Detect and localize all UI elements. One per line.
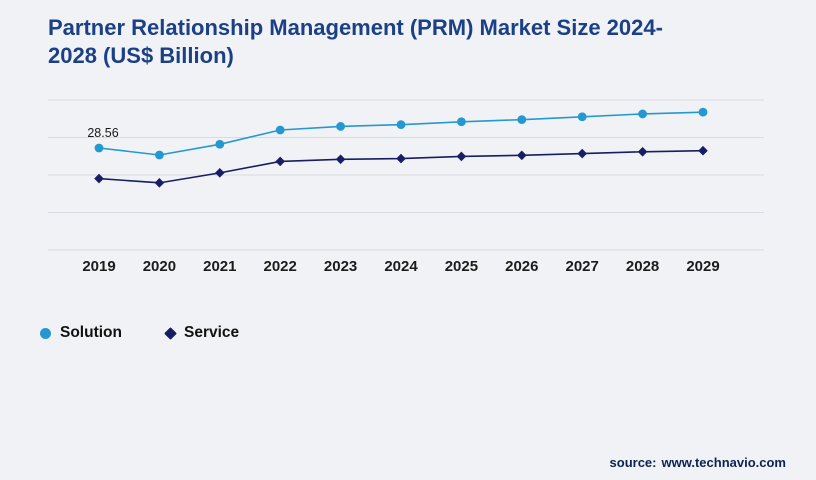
legend-label-service: Service bbox=[184, 324, 240, 341]
solution-data-point bbox=[396, 120, 406, 130]
solution-data-point bbox=[155, 150, 164, 160]
service-series-marker-icon bbox=[164, 326, 177, 340]
source-prefix: source: bbox=[609, 455, 657, 470]
x-axis-label: 2028 bbox=[626, 258, 659, 275]
service-data-point bbox=[577, 148, 587, 159]
x-axis-label: 2029 bbox=[686, 258, 719, 275]
solution-series-line bbox=[98, 111, 704, 156]
service-data-point bbox=[215, 168, 225, 178]
service-data-point bbox=[456, 151, 467, 162]
x-axis-label: 2023 bbox=[324, 258, 357, 275]
solution-data-point bbox=[698, 107, 708, 117]
service-data-point bbox=[154, 178, 165, 188]
x-axis-label: 2026 bbox=[505, 258, 538, 275]
service-data-point bbox=[275, 156, 285, 167]
solution-series-marker-icon bbox=[40, 327, 51, 339]
solution-data-point bbox=[577, 112, 587, 122]
x-axis-label: 2025 bbox=[445, 258, 478, 275]
x-axis-label: 2022 bbox=[264, 258, 297, 275]
solution-data-point bbox=[638, 109, 647, 119]
solution-data-point bbox=[517, 115, 527, 125]
service-data-point bbox=[396, 153, 406, 164]
legend-item-service[interactable]: Service bbox=[164, 324, 240, 342]
legend-item-solution[interactable]: Solution bbox=[40, 324, 122, 342]
solution-data-point bbox=[457, 117, 466, 127]
x-axis-label: 2020 bbox=[143, 258, 176, 275]
chart-legend: Solution Service bbox=[40, 324, 239, 342]
source-credit: source: www.technavio.com bbox=[610, 455, 786, 470]
market-size-line-chart: 2019 2020 2021 2022 2023 2024 2025 2026 2027 2028… bbox=[48, 99, 764, 275]
source-link[interactable]: www.technavio.com bbox=[661, 455, 787, 470]
solution-data-point bbox=[275, 125, 285, 135]
service-data-point bbox=[637, 146, 648, 157]
legend-label-solution: Solution bbox=[60, 324, 122, 341]
service-data-point bbox=[698, 145, 708, 156]
x-axis-label: 2019 bbox=[82, 258, 115, 275]
page-title: Partner Relationship Management (PRM) Ma… bbox=[48, 15, 663, 69]
service-data-point bbox=[335, 154, 346, 165]
data-label: 28.56 bbox=[87, 126, 118, 140]
x-axis-label: 2021 bbox=[203, 258, 236, 275]
solution-data-point bbox=[215, 139, 225, 149]
x-axis-label: 2024 bbox=[384, 258, 418, 275]
service-data-point bbox=[517, 150, 527, 161]
solution-data-point bbox=[336, 122, 345, 131]
x-axis-label: 2027 bbox=[566, 258, 599, 275]
solution-data-point bbox=[94, 143, 104, 153]
